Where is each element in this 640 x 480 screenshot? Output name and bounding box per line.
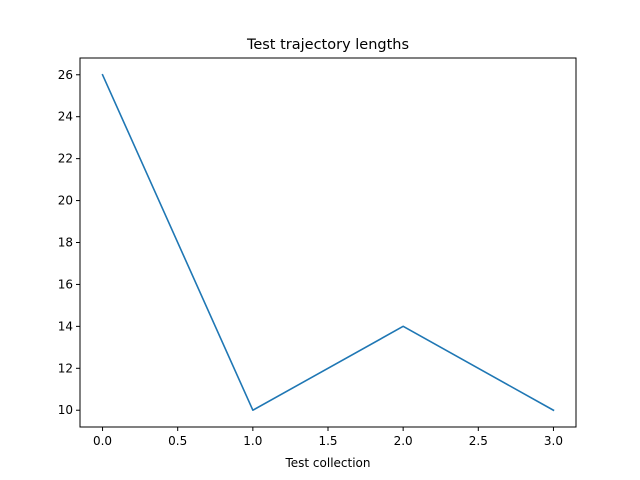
x-tick-label: 2.0 <box>394 434 413 448</box>
chart-title: Test trajectory lengths <box>246 37 409 53</box>
y-tick-label: 26 <box>58 68 73 82</box>
x-axis: 0.0 0.5 1.0 1.5 2.0 2.5 3.0 <box>93 427 563 448</box>
y-tick-label: 22 <box>58 152 73 166</box>
x-tick-label: 1.5 <box>318 434 337 448</box>
series-line-0 <box>101 73 555 412</box>
y-tick-label: 18 <box>58 236 73 250</box>
y-tick-label: 20 <box>58 194 73 208</box>
x-tick-label: 2.5 <box>469 434 488 448</box>
y-axis: 10 12 14 16 18 20 22 24 26 <box>58 68 80 417</box>
y-tick-label: 14 <box>58 319 73 333</box>
y-tick-label: 16 <box>58 277 73 291</box>
y-tick-label: 12 <box>58 361 73 375</box>
y-tick-label: 24 <box>58 110 73 124</box>
x-tick-label: 0.0 <box>93 434 112 448</box>
y-tick-label: 10 <box>58 403 73 417</box>
x-tick-label: 1.0 <box>243 434 262 448</box>
x-tick-label: 0.5 <box>168 434 187 448</box>
x-axis-label: Test collection <box>284 456 370 470</box>
plot-area <box>101 73 555 412</box>
x-tick-label: 3.0 <box>544 434 563 448</box>
